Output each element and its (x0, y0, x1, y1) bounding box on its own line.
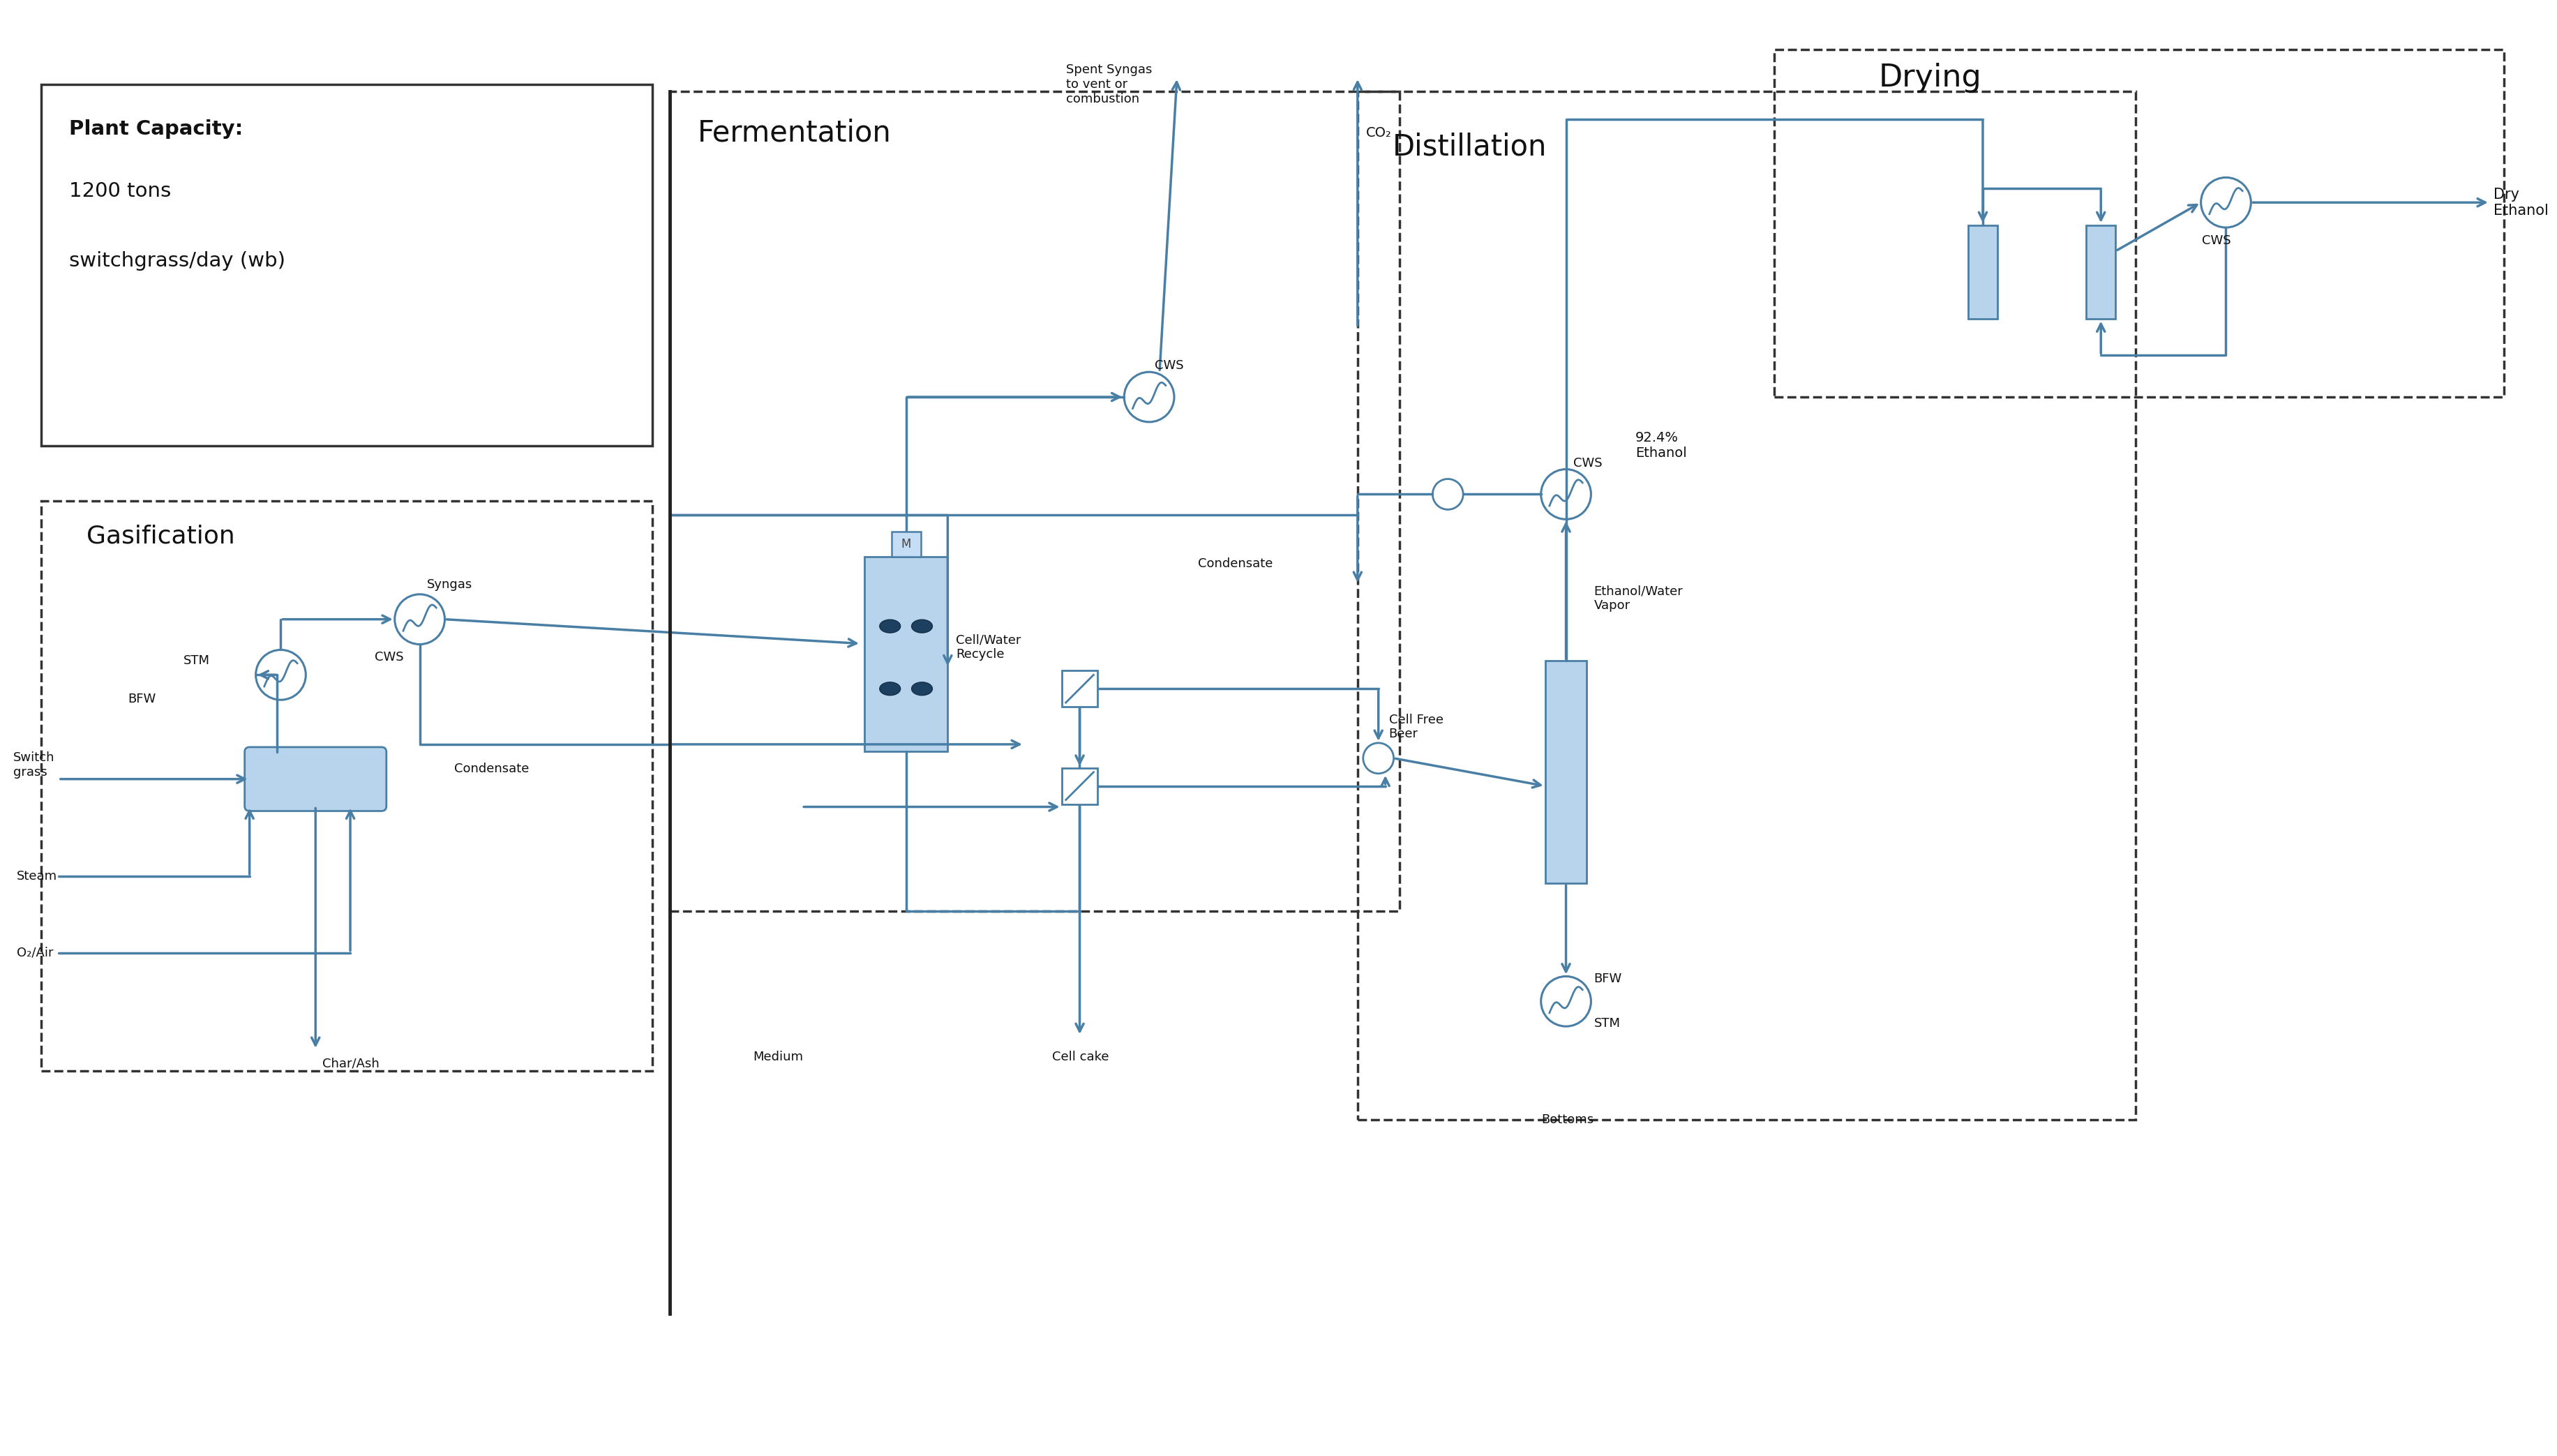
Bar (1969, 226, 1997, 319)
Bar (41, 84, 652, 446)
Text: STM: STM (1593, 1018, 1619, 1029)
Bar (41, 501, 652, 1070)
Text: Switch
grass: Switch grass (13, 751, 54, 779)
Text: Spent Syngas
to vent or
combustion: Spent Syngas to vent or combustion (1066, 64, 1151, 105)
Text: STM: STM (184, 655, 210, 667)
FancyBboxPatch shape (245, 747, 386, 811)
Text: Char/Ash: Char/Ash (322, 1057, 378, 1070)
Text: CWS: CWS (1153, 360, 1184, 373)
Text: Bottoms: Bottoms (1542, 1114, 1593, 1125)
Text: 1200 tons: 1200 tons (69, 182, 171, 201)
Text: Cell/Water
Recycle: Cell/Water Recycle (956, 633, 1020, 661)
Text: Condensate: Condensate (455, 763, 529, 775)
Bar (2087, 226, 2115, 319)
Bar (892, 531, 921, 556)
Text: Drying: Drying (1877, 63, 1982, 92)
Bar (1775, 50, 2503, 397)
Text: Distillation: Distillation (1391, 132, 1547, 162)
Bar (864, 556, 949, 751)
Bar (1544, 661, 1585, 884)
Ellipse shape (880, 683, 900, 696)
Text: CWS: CWS (1573, 457, 1601, 469)
Text: Steam: Steam (18, 871, 56, 882)
Ellipse shape (880, 620, 900, 633)
Text: Syngas: Syngas (427, 578, 473, 591)
Text: Condensate: Condensate (1197, 558, 1273, 569)
Text: Gasification: Gasification (87, 524, 235, 547)
Text: O₂/Air: O₂/Air (18, 946, 54, 960)
Text: M: M (900, 537, 910, 550)
Bar (1061, 767, 1097, 804)
Text: switchgrass/day (wb): switchgrass/day (wb) (69, 250, 286, 271)
Text: BFW: BFW (1593, 973, 1621, 986)
Text: CWS: CWS (2202, 234, 2230, 248)
Text: Cell Free
Beer: Cell Free Beer (1388, 713, 1442, 741)
Bar (1061, 671, 1097, 706)
Text: Dry
Ethanol: Dry Ethanol (2493, 188, 2547, 217)
Text: CWS: CWS (373, 651, 404, 664)
Text: Ethanol/Water
Vapor: Ethanol/Water Vapor (1593, 585, 1683, 612)
Ellipse shape (910, 683, 933, 696)
Text: Cell cake: Cell cake (1051, 1051, 1107, 1063)
Text: Medium: Medium (752, 1051, 803, 1063)
Ellipse shape (910, 620, 933, 633)
Text: BFW: BFW (128, 693, 156, 706)
Text: Plant Capacity:: Plant Capacity: (69, 119, 243, 138)
Text: Fermentation: Fermentation (698, 118, 892, 147)
Bar (1358, 92, 2135, 1120)
Bar (670, 92, 1399, 911)
Text: CO₂: CO₂ (1365, 127, 1391, 140)
Text: 92.4%
Ethanol: 92.4% Ethanol (1634, 431, 1688, 460)
